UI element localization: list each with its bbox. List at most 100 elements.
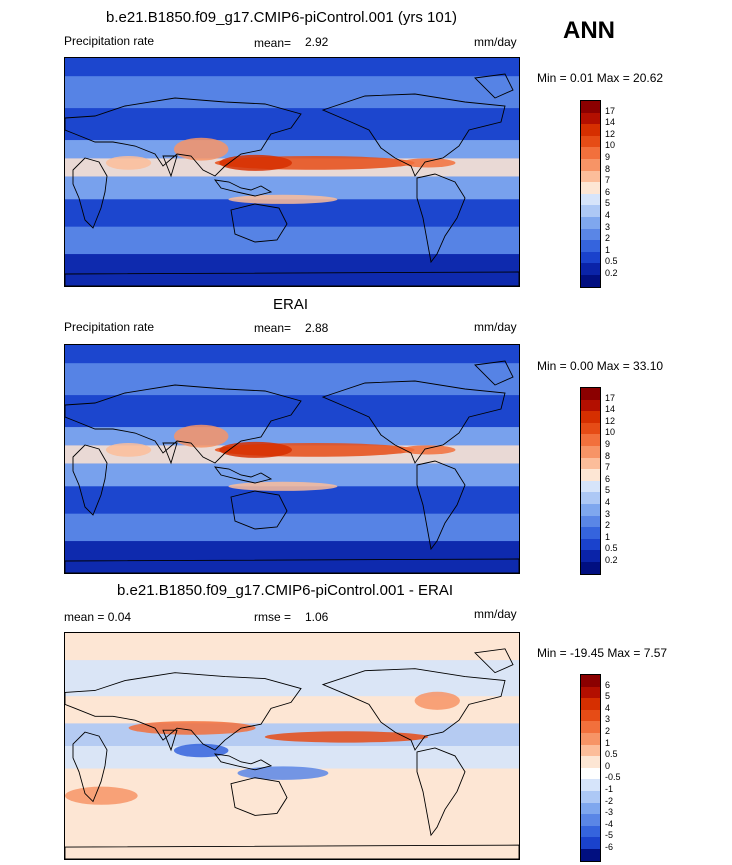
panel-1-mean-label: mean= bbox=[254, 36, 292, 50]
colorbar-swatch bbox=[581, 732, 600, 745]
map-band bbox=[65, 345, 519, 364]
coastline-path bbox=[213, 179, 273, 197]
colorbar-swatch bbox=[581, 686, 600, 699]
colorbar-2-box bbox=[580, 387, 601, 575]
map-feature bbox=[228, 194, 338, 204]
colorbar-tick-label: 1 bbox=[605, 531, 611, 542]
colorbar-tick-label: 14 bbox=[605, 117, 616, 128]
colorbar-3: 6 5 4 3 2 1 0.5 0 -0.5 -1 -2 -3 -4 -5 -6 bbox=[580, 674, 621, 862]
colorbar-swatch bbox=[581, 388, 600, 400]
panel-2-mean-value: 2.88 bbox=[305, 321, 329, 335]
colorbar-tick-label: 0.5 bbox=[605, 256, 618, 267]
coastline-path bbox=[162, 155, 178, 178]
map-feature bbox=[414, 691, 460, 710]
colorbar-tick-label: 0.5 bbox=[605, 749, 618, 760]
map-band bbox=[65, 226, 519, 255]
colorbar-tick-label: 0.5 bbox=[605, 543, 618, 554]
colorbar-swatch bbox=[581, 767, 600, 780]
colorbar-tick-label: 3 bbox=[605, 508, 611, 519]
colorbar-swatch bbox=[581, 515, 600, 528]
coastline-path bbox=[474, 360, 514, 386]
colorbar-tick-label: 6 bbox=[605, 679, 611, 690]
colorbar-tick-label: 0.2 bbox=[605, 555, 618, 565]
colorbar-tick-label: 1 bbox=[605, 244, 611, 255]
map-feature bbox=[173, 743, 229, 758]
colorbar-tick-label: 0.2 bbox=[605, 268, 618, 278]
coastline-path bbox=[474, 648, 514, 674]
colorbar-tick-label: 2 bbox=[605, 726, 611, 736]
colorbar-tick-label: 17 bbox=[605, 105, 616, 116]
coastline-path bbox=[162, 729, 178, 752]
coastline-path bbox=[65, 271, 519, 286]
colorbar-swatch bbox=[581, 216, 600, 229]
map-feature bbox=[128, 721, 256, 735]
colorbar-swatch bbox=[581, 538, 600, 551]
colorbar-swatch bbox=[581, 779, 600, 791]
colorbar-swatch bbox=[581, 170, 600, 183]
panel-2-title: ERAI bbox=[273, 296, 309, 313]
map-feature bbox=[264, 731, 429, 743]
colorbar-tick-label: -6 bbox=[605, 842, 614, 852]
colorbar-swatch bbox=[581, 205, 600, 217]
coastline-path bbox=[416, 747, 466, 837]
colorbar-swatch bbox=[581, 263, 600, 275]
coastline-path bbox=[65, 97, 302, 177]
colorbar-tick-label: 3 bbox=[605, 714, 611, 725]
map-band bbox=[65, 486, 519, 514]
colorbar-tick-label: 6 bbox=[605, 473, 611, 484]
colorbar-1: 17 14 12 10 9 8 7 6 5 4 3 2 1 0.5 0.2 bbox=[580, 100, 618, 288]
map-band bbox=[65, 463, 519, 487]
colorbar-tick-label: 6 bbox=[605, 186, 611, 197]
coastline-path bbox=[72, 157, 108, 229]
colorbar-2: 17 14 12 10 9 8 7 6 5 4 3 2 1 0.5 0.2 bbox=[580, 387, 618, 575]
coastline-path bbox=[474, 73, 514, 99]
coastlines bbox=[65, 360, 519, 573]
map-3-svg bbox=[65, 633, 519, 859]
coastline-path bbox=[162, 442, 178, 465]
map-band bbox=[65, 176, 519, 200]
colorbar-swatch bbox=[581, 147, 600, 159]
colorbar-swatch bbox=[581, 790, 600, 803]
map-feature bbox=[400, 445, 456, 455]
map-feature bbox=[173, 137, 229, 161]
colorbar-swatch bbox=[581, 802, 600, 815]
coastline-path bbox=[65, 672, 302, 751]
colorbar-swatch bbox=[581, 124, 600, 136]
map-difference-precipitation bbox=[64, 632, 520, 860]
colorbar-tick-label: -3 bbox=[605, 807, 614, 818]
colorbar-swatch bbox=[581, 492, 600, 504]
map-band bbox=[65, 633, 519, 661]
colorbar-tick-label: 9 bbox=[605, 439, 611, 449]
map-feature bbox=[105, 443, 152, 457]
panel-1-minmax: Min = 0.01 Max = 20.62 bbox=[537, 71, 664, 85]
colorbar-swatch bbox=[581, 274, 600, 287]
coastline-path bbox=[416, 460, 466, 551]
colorbar-swatch bbox=[581, 825, 600, 838]
map-band bbox=[65, 254, 519, 286]
colorbar-tick-label: 4 bbox=[605, 210, 611, 220]
map-feature bbox=[237, 766, 329, 780]
map-feature bbox=[219, 154, 292, 171]
colorbar-tick-label: 3 bbox=[605, 221, 611, 232]
panel-1-title: b.e21.B1850.f09_g17.CMIP6-piControl.001 … bbox=[106, 9, 458, 26]
coastlines bbox=[65, 73, 519, 286]
colorbar-tick-label: 12 bbox=[605, 415, 616, 426]
panel-2-units: mm/day bbox=[474, 320, 517, 334]
colorbar-swatch bbox=[581, 550, 600, 562]
map-band bbox=[65, 140, 519, 159]
map-band bbox=[65, 363, 519, 396]
colorbar-1-box bbox=[580, 100, 601, 288]
colorbar-tick-label: 4 bbox=[605, 497, 611, 507]
panel-1-variable: Precipitation rate bbox=[64, 34, 155, 48]
colorbar-swatch bbox=[581, 503, 600, 516]
panel-2-mean-label: mean= bbox=[254, 321, 292, 335]
map-band bbox=[65, 395, 519, 428]
colorbar-tick-label: 7 bbox=[605, 462, 611, 473]
colorbar-tick-label: 9 bbox=[605, 152, 611, 162]
map-feature bbox=[400, 158, 456, 168]
coastline-path bbox=[65, 844, 519, 859]
panel-3-units: mm/day bbox=[474, 607, 517, 621]
panel-3-mean: mean = 0.04 bbox=[64, 610, 132, 624]
colorbar-tick-label: 5 bbox=[605, 198, 611, 209]
colorbar-swatch bbox=[581, 814, 600, 826]
